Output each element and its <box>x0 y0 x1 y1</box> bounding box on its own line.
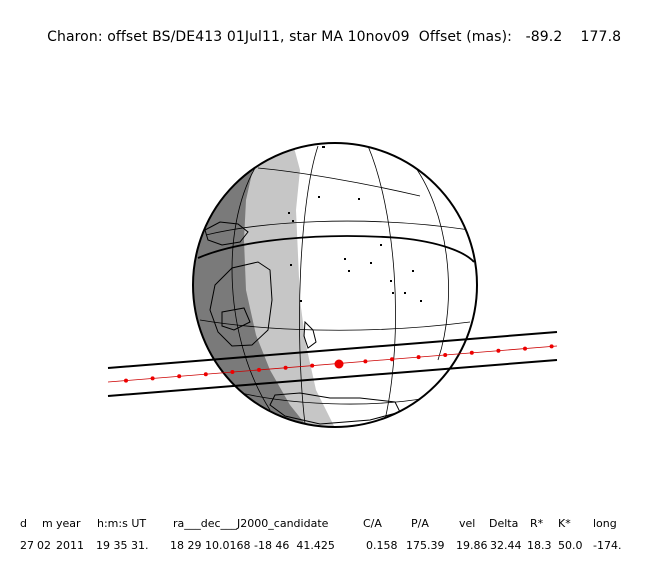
offset-y-value: 177.8 <box>580 29 622 45</box>
time-marker-dot <box>177 374 182 379</box>
time-marker-dot <box>283 365 288 370</box>
header-time: h:m:s UT <box>97 517 147 530</box>
plot-title: Charon: offset BS/DE413 01Jul11, star MA… <box>38 13 621 45</box>
header-year: year <box>56 517 81 530</box>
time-marker-dot <box>230 370 235 374</box>
equator-line <box>197 235 475 263</box>
time-marker-dot <box>203 372 208 377</box>
time-marker-dot <box>310 363 315 368</box>
header-month: m <box>42 517 53 530</box>
islands <box>288 146 422 302</box>
value-month: 02 <box>37 539 51 552</box>
shadow-south-limit <box>107 359 558 397</box>
value-ca: 0.158 <box>366 539 398 552</box>
shadow-centerline <box>107 345 558 383</box>
header-ca: C/A <box>363 517 382 530</box>
header-kstar: K* <box>558 517 571 530</box>
night-zone <box>193 160 310 427</box>
time-marker-dot <box>150 376 155 381</box>
header-vel: vel <box>459 517 476 530</box>
globe-outline <box>192 142 478 428</box>
value-year: 2011 <box>56 539 84 552</box>
header-ra-dec: ra___dec___J2000_candidate <box>173 517 329 530</box>
plot-title-text: Charon: offset BS/DE413 01Jul11, star MA… <box>47 29 512 45</box>
time-marker-dot <box>469 350 474 355</box>
value-pa: 175.39 <box>406 539 445 552</box>
value-day: 27 <box>20 539 34 552</box>
time-marker-dot <box>549 344 554 349</box>
time-marker-dot <box>363 359 368 364</box>
table-header-row: d m year h:m:s UT ra___dec___J2000_candi… <box>0 517 646 537</box>
time-marker-dot <box>523 346 527 351</box>
header-day: d <box>20 517 27 530</box>
time-marker-dot <box>443 353 448 357</box>
value-delta: 32.44 <box>490 539 522 552</box>
time-marker-dot <box>124 378 128 383</box>
time-marker-dot <box>416 355 421 360</box>
header-rstar: R* <box>530 517 544 530</box>
time-marker-dot <box>257 367 261 372</box>
header-long: long <box>593 517 617 530</box>
time-marker-dot <box>496 348 501 353</box>
header-pa: P/A <box>411 517 429 530</box>
table-value-row: 27 02 2011 19 35 31. 18 29 10.0168 -18 4… <box>0 539 646 559</box>
value-ra-dec: 18 29 10.0168 -18 46 41.425 <box>170 539 335 552</box>
meridians <box>231 145 449 425</box>
value-kstar: 50.0 <box>558 539 583 552</box>
time-marker-dot <box>390 357 394 362</box>
shadow-north-limit <box>107 331 558 369</box>
parallels <box>199 167 471 405</box>
value-long: -174. <box>593 539 622 552</box>
value-vel: 19.86 <box>456 539 488 552</box>
header-delta: Delta <box>489 517 519 530</box>
value-time: 19 35 31. <box>96 539 149 552</box>
occultation-shadow-path <box>107 331 558 397</box>
closest-approach-marker <box>334 359 344 369</box>
value-rstar: 18.3 <box>527 539 552 552</box>
offset-x-value: -89.2 <box>525 29 563 45</box>
